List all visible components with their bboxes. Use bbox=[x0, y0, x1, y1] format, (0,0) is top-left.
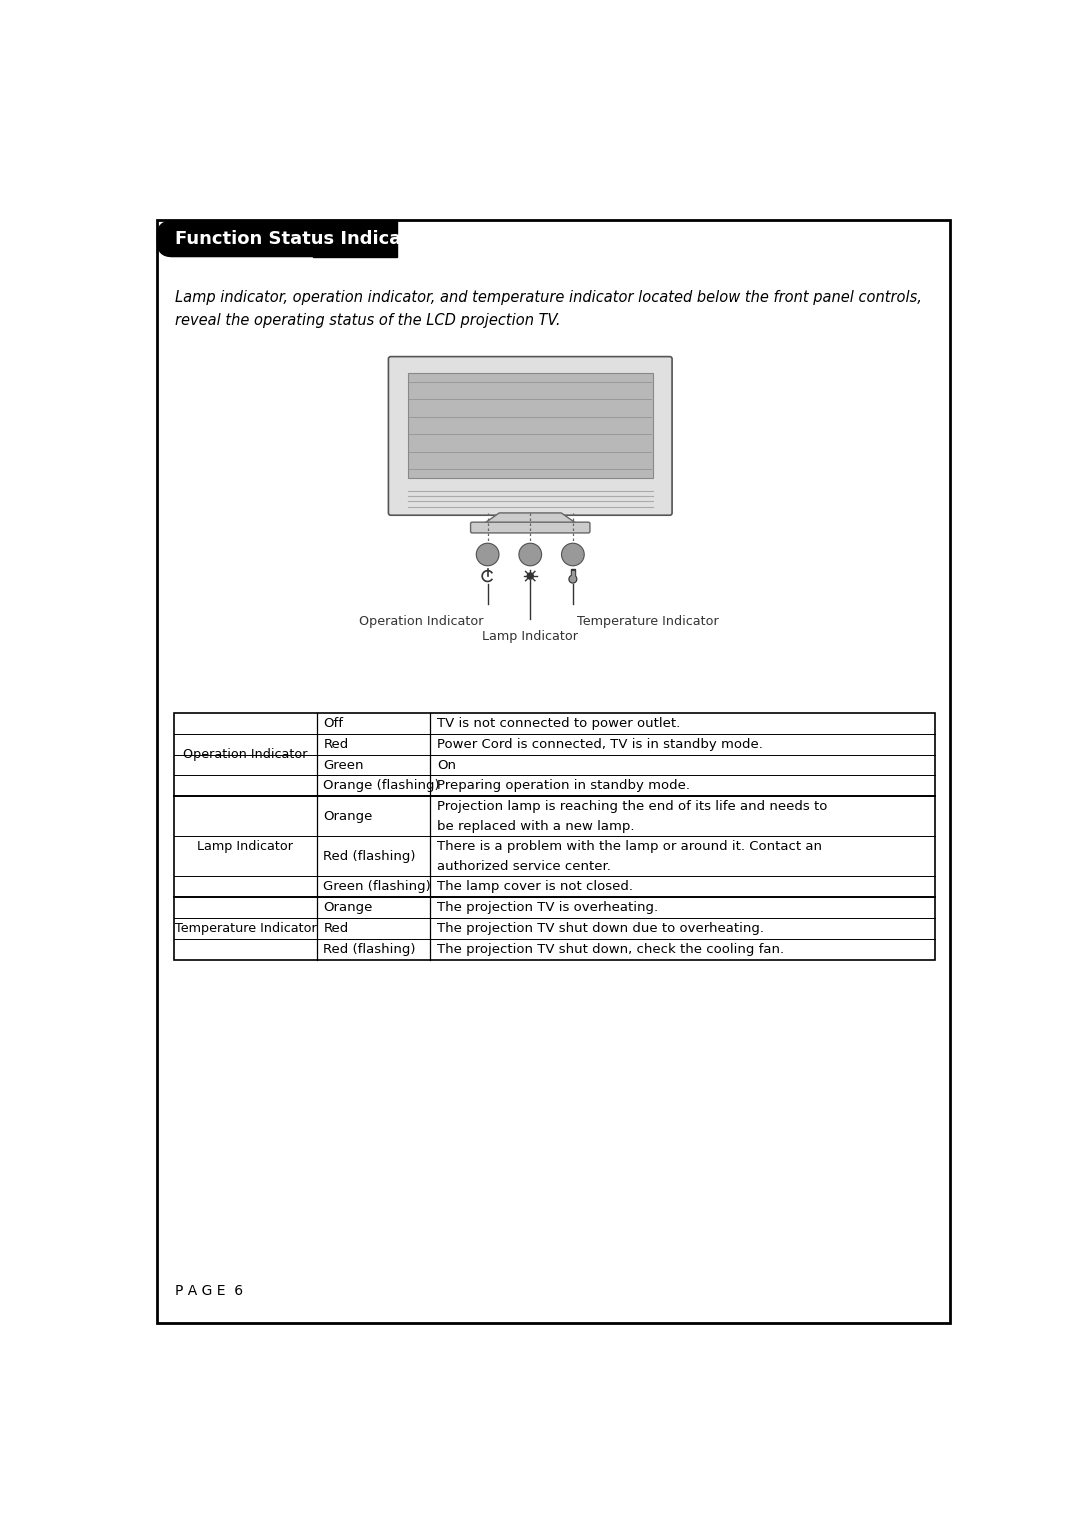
Text: be replaced with a new lamp.: be replaced with a new lamp. bbox=[437, 821, 635, 833]
Circle shape bbox=[569, 575, 577, 584]
Text: The projection TV shut down due to overheating.: The projection TV shut down due to overh… bbox=[437, 921, 765, 935]
Circle shape bbox=[521, 544, 540, 564]
Text: Projection lamp is reaching the end of its life and needs to: Projection lamp is reaching the end of i… bbox=[437, 799, 827, 813]
Text: There is a problem with the lamp or around it. Contact an: There is a problem with the lamp or arou… bbox=[437, 840, 822, 853]
Text: Red (flashing): Red (flashing) bbox=[323, 943, 416, 955]
Text: Function Status Indicators: Function Status Indicators bbox=[175, 229, 442, 248]
Text: Operation Indicator: Operation Indicator bbox=[360, 614, 484, 628]
Text: The projection TV shut down, check the cooling fan.: The projection TV shut down, check the c… bbox=[437, 943, 784, 955]
Text: Orange (flashing): Orange (flashing) bbox=[323, 779, 440, 793]
Text: Orange: Orange bbox=[323, 810, 373, 822]
Circle shape bbox=[519, 544, 541, 565]
Text: Lamp Indicator: Lamp Indicator bbox=[483, 630, 578, 643]
Circle shape bbox=[570, 576, 576, 582]
Polygon shape bbox=[484, 513, 577, 524]
Text: Red (flashing): Red (flashing) bbox=[323, 850, 416, 863]
FancyBboxPatch shape bbox=[157, 220, 397, 257]
Text: Green (flashing): Green (flashing) bbox=[323, 880, 431, 894]
Bar bbox=[571, 571, 575, 579]
Text: Preparing operation in standby mode.: Preparing operation in standby mode. bbox=[437, 779, 690, 793]
Text: Temperature Indicator: Temperature Indicator bbox=[175, 921, 316, 935]
Text: Operation Indicator: Operation Indicator bbox=[184, 749, 308, 761]
Text: Lamp Indicator: Lamp Indicator bbox=[198, 840, 294, 853]
Text: On: On bbox=[437, 758, 456, 772]
Text: Red: Red bbox=[323, 738, 349, 750]
Text: Lamp indicator, operation indicator, and temperature indicator located below the: Lamp indicator, operation indicator, and… bbox=[175, 290, 922, 329]
Text: Temperature Indicator: Temperature Indicator bbox=[577, 614, 718, 628]
Circle shape bbox=[476, 544, 499, 565]
Circle shape bbox=[563, 544, 583, 564]
Text: The lamp cover is not closed.: The lamp cover is not closed. bbox=[437, 880, 633, 894]
Bar bbox=[313, 220, 397, 257]
FancyBboxPatch shape bbox=[471, 523, 590, 533]
Circle shape bbox=[477, 544, 498, 564]
Text: Red: Red bbox=[323, 921, 349, 935]
Bar bbox=[571, 568, 575, 579]
Text: P A G E  6: P A G E 6 bbox=[175, 1284, 243, 1297]
Text: Green: Green bbox=[323, 758, 364, 772]
Circle shape bbox=[562, 544, 584, 565]
Bar bbox=[174, 714, 935, 960]
Text: Off: Off bbox=[323, 717, 343, 730]
Text: The projection TV is overheating.: The projection TV is overheating. bbox=[437, 902, 659, 914]
Bar bbox=[408, 373, 652, 478]
Text: Orange: Orange bbox=[323, 902, 373, 914]
Text: authorized service center.: authorized service center. bbox=[437, 860, 611, 872]
Text: Power Cord is connected, TV is in standby mode.: Power Cord is connected, TV is in standb… bbox=[437, 738, 764, 750]
Text: TV is not connected to power outlet.: TV is not connected to power outlet. bbox=[437, 717, 680, 730]
Circle shape bbox=[527, 573, 534, 579]
FancyBboxPatch shape bbox=[389, 356, 672, 515]
